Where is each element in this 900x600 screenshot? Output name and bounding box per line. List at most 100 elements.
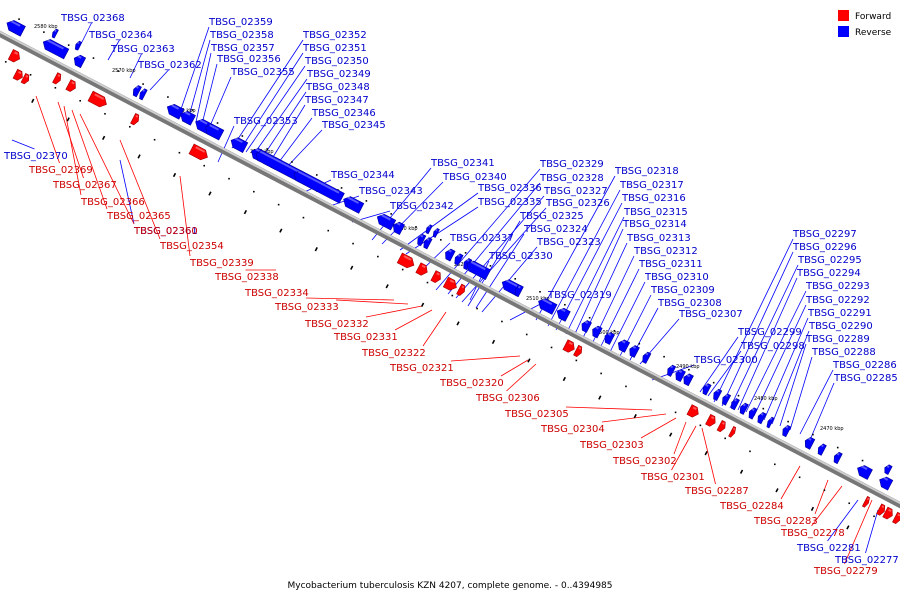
reverse-feature xyxy=(748,407,758,420)
gene-label-tbsg-02340: TBSG_02340 xyxy=(442,172,507,183)
forward-feature xyxy=(65,79,76,92)
track-dot xyxy=(836,446,839,449)
gene-label-tbsg-02293: TBSG_02293 xyxy=(805,281,870,292)
leader-line xyxy=(814,479,829,515)
gene-label-tbsg-02321: TBSG_02321 xyxy=(389,363,454,374)
reverse-feature xyxy=(739,402,749,415)
gene-label-tbsg-02320: TBSG_02320 xyxy=(439,378,504,389)
leader-line xyxy=(239,52,304,151)
gene-label-tbsg-02333: TBSG_02333 xyxy=(274,302,339,313)
leader-line xyxy=(149,69,169,91)
track-dot xyxy=(153,138,156,141)
reverse-feature xyxy=(667,364,677,377)
track-dot xyxy=(92,57,95,59)
forward-feature xyxy=(861,496,870,508)
track-dot xyxy=(216,122,219,124)
track-dot xyxy=(798,476,801,479)
gene-label-tbsg-02358: TBSG_02358 xyxy=(209,30,274,41)
track-dot xyxy=(489,265,492,267)
reverse-feature xyxy=(230,137,249,153)
gene-label-tbsg-02316: TBSG_02316 xyxy=(621,193,686,204)
reverse-feature xyxy=(817,443,827,456)
gene-label-tbsg-02300: TBSG_02300 xyxy=(693,355,758,366)
forward-feature xyxy=(562,339,575,353)
leader-line xyxy=(177,26,210,119)
leader-line xyxy=(609,281,646,353)
leader-line xyxy=(729,264,799,409)
gene-label-tbsg-02344: TBSG_02344 xyxy=(330,170,395,181)
gene-label-tbsg-02343: TBSG_02343 xyxy=(358,186,423,197)
track-dot xyxy=(350,265,354,270)
leader-line xyxy=(671,425,697,471)
track-dot xyxy=(191,109,194,111)
leader-line xyxy=(780,465,801,500)
track-dot xyxy=(633,413,637,419)
gene-label-tbsg-02323: TBSG_02323 xyxy=(536,237,601,248)
reverse-feature xyxy=(683,373,694,387)
leader-line xyxy=(245,65,306,153)
track-dot xyxy=(117,70,120,72)
track-dot xyxy=(550,346,553,349)
track-dot xyxy=(291,161,293,163)
tick-label: 2510 kbp xyxy=(526,296,550,302)
gene-label-tbsg-02348: TBSG_02348 xyxy=(305,82,370,93)
forward-feature xyxy=(876,503,886,516)
legend-swatch-forward xyxy=(838,10,849,21)
reverse-feature xyxy=(392,221,406,236)
track-dot xyxy=(762,407,765,410)
gene-label-tbsg-02315: TBSG_02315 xyxy=(623,207,688,218)
forward-feature xyxy=(188,143,208,161)
gene-label-tbsg-02329: TBSG_02329 xyxy=(539,159,604,170)
track-dot xyxy=(29,74,32,76)
gene-label-tbsg-02334: TBSG_02334 xyxy=(244,288,309,299)
leader-line xyxy=(283,129,323,171)
gene-label-tbsg-02349: TBSG_02349 xyxy=(306,69,371,80)
gene-label-tbsg-02318: TBSG_02318 xyxy=(614,166,679,177)
reverse-feature xyxy=(376,213,397,231)
reverse-feature xyxy=(425,224,433,235)
reverse-feature xyxy=(833,451,843,465)
track-dot xyxy=(669,432,673,437)
leader-line xyxy=(179,175,191,257)
gene-label-tbsg-02352: TBSG_02352 xyxy=(302,30,367,41)
leader-line xyxy=(71,109,108,210)
tick-label: 2580 kbp xyxy=(34,24,58,30)
leader-line xyxy=(77,22,92,51)
track-dot xyxy=(327,229,330,232)
track-dot xyxy=(67,44,70,46)
leader-line xyxy=(79,113,135,225)
reverse-feature xyxy=(42,39,70,60)
gene-label-tbsg-02347: TBSG_02347 xyxy=(304,95,369,106)
track-dot xyxy=(385,284,389,289)
gene-label-tbsg-02356: TBSG_02356 xyxy=(216,54,281,65)
leader-line xyxy=(119,139,161,240)
track-dot xyxy=(18,18,20,20)
gene-label-tbsg-02305: TBSG_02305 xyxy=(504,409,569,420)
gene-label-tbsg-02361: TBSG_02361 xyxy=(133,226,198,237)
gene-label-tbsg-02288: TBSG_02288 xyxy=(811,347,876,358)
gene-label-tbsg-02317: TBSG_02317 xyxy=(619,180,684,191)
leader-line xyxy=(799,369,834,435)
leader-line xyxy=(535,175,616,321)
leader-line xyxy=(844,499,873,565)
track-dot xyxy=(575,359,578,362)
track-dot xyxy=(749,450,751,453)
reverse-feature xyxy=(423,237,433,250)
reverse-feature xyxy=(417,233,427,247)
gene-label-tbsg-02362: TBSG_02362 xyxy=(137,60,202,71)
track-dot xyxy=(846,525,850,530)
gene-label-tbsg-02277: TBSG_02277 xyxy=(834,555,899,566)
leader-line xyxy=(737,277,798,411)
track-dot xyxy=(737,394,740,397)
leader-line xyxy=(475,233,525,309)
reverse-feature xyxy=(617,339,631,353)
gene-label-tbsg-02331: TBSG_02331 xyxy=(333,332,398,343)
leader-line xyxy=(275,117,313,167)
track-dot xyxy=(464,252,467,254)
forward-feature xyxy=(130,113,140,126)
track-dot xyxy=(178,151,181,154)
track-dot xyxy=(564,303,566,306)
legend-label-forward: Forward xyxy=(855,12,891,22)
track-dot xyxy=(54,87,57,89)
leader-line xyxy=(450,355,521,362)
